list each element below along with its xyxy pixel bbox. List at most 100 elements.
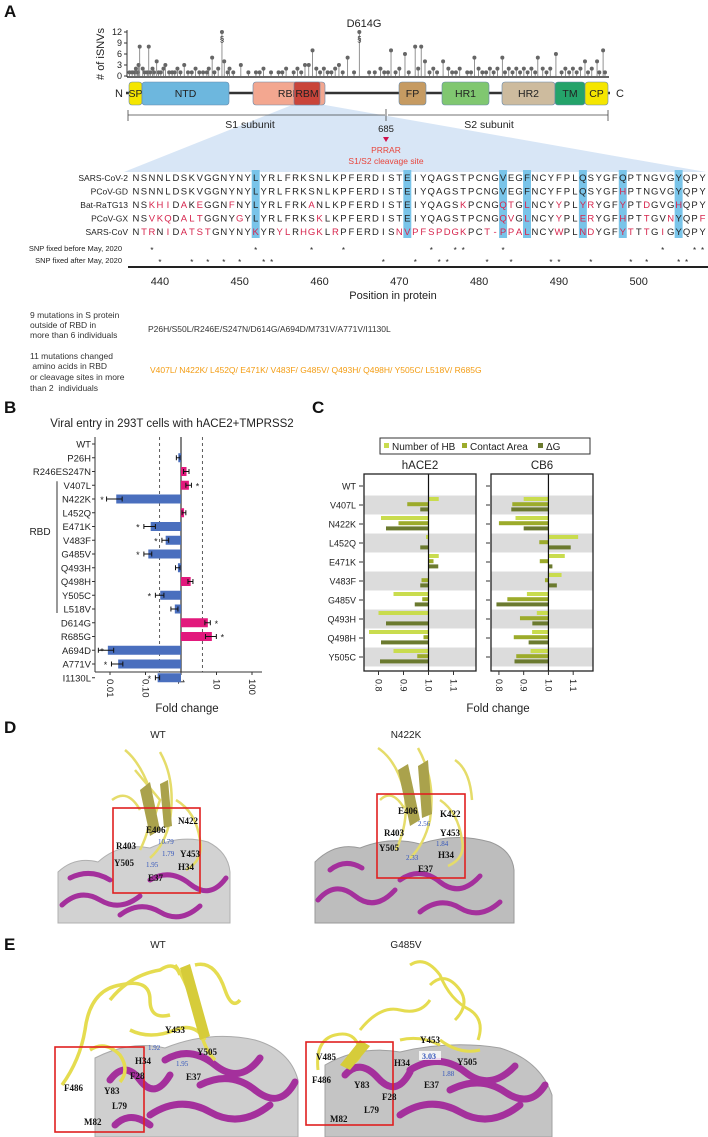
y-tick-label: 6 [117,49,122,59]
residue: K [300,173,307,184]
lollipop-point [453,70,458,75]
residue: G [212,200,219,211]
residue: V [659,214,666,225]
lollipop-point [310,48,315,53]
n-terminus: N [115,88,123,100]
significance-marker: * [100,646,104,656]
residue: Y [245,173,252,184]
category-label: L452Q [62,508,91,519]
residue: E [404,214,410,225]
residue-label: H34 [438,850,455,860]
residue: L [572,173,577,184]
domain-label: SP [128,88,142,100]
residue: G [444,200,451,211]
residue: R [292,187,299,198]
residue: Y [245,187,252,198]
residue: Y [229,173,236,184]
lollipop-point [514,66,519,71]
residue: Q [683,200,690,211]
residue: R [268,227,275,238]
bar-V483F [420,583,429,588]
bar-E471K [539,559,549,564]
residue: T [636,227,642,238]
residue: H [619,187,626,198]
residue: T [636,214,642,225]
residue: N [484,187,491,198]
residue: Y [580,200,587,211]
lollipop-point [406,70,411,75]
lollipop-point [457,66,462,71]
category-label: L452Q [329,539,356,549]
residue: P [412,227,418,238]
shaded-row [364,571,476,591]
residue: K [316,214,323,225]
snp-marker: * [454,246,457,255]
snp-marker: * [158,258,161,267]
residue: G [515,187,522,198]
residue: R [587,214,594,225]
lollipop-point [321,66,326,71]
structure-d-wt: E406 N422 R403 Y453 Y505 H34 E37 10.79 1… [57,749,231,924]
axis-break-icon: § [357,35,361,44]
residue: F [612,227,618,238]
highlight-column [618,170,627,238]
residue: Q [683,214,690,225]
category-label: R685G [61,632,91,643]
residue: G [651,187,658,198]
highlight-column [251,170,260,238]
lollipop-point [318,70,323,75]
residue: G [491,214,498,225]
residue-label: E406 [146,825,166,835]
position-tick-label: 500 [630,276,648,288]
residue-label: Y505 [379,843,399,853]
residue: E [580,214,586,225]
residue: S [388,187,394,198]
bar-Q498H [423,635,429,640]
residue: S [588,187,594,198]
lollipop-point [413,44,418,49]
category-label: Q493H [327,615,356,625]
residue: N [133,187,140,198]
residue: P [468,227,474,238]
residue: D [643,200,650,211]
lollipop-point [336,63,341,67]
residue: R [332,227,339,238]
bar-Q498H [513,635,549,640]
legend-swatch [538,443,543,448]
residue-label: Y83 [104,1086,120,1096]
x-tick-label: 1.0 [424,679,434,692]
residue: E [197,200,203,211]
residue: N [532,173,539,184]
bar-N422K [116,494,181,504]
residue: N [236,200,243,211]
category-label: WT [342,482,356,492]
residue: I [382,200,385,211]
rbd-group-label: RBD [29,527,50,538]
category-label: Y505C [62,591,91,602]
snp-marker: * [446,258,449,267]
residue-label: F28 [382,1092,397,1102]
residue: T [189,227,195,238]
residue: N [532,214,539,225]
position-axis-label: Position in protein [349,290,436,302]
lollipop-point [146,44,151,49]
lollipop-point [150,66,155,71]
lollipop-point [133,66,138,71]
lollipop-point [378,66,383,71]
bar-Q493H [532,621,549,626]
bar-E471K [428,564,439,569]
residue: Y [675,214,682,225]
residue: G [603,173,610,184]
residue: Y [699,200,706,211]
residue: Y [245,227,252,238]
lollipop-point [586,70,590,75]
residue: T [396,214,402,225]
bar-V407L [512,502,549,507]
lollipop-point [210,55,215,60]
residue: A [436,200,443,211]
residue: Y [260,214,267,225]
residue: G [491,187,498,198]
residue: D [172,173,179,184]
lollipop-point [548,66,553,71]
bar-V407L [407,502,429,507]
